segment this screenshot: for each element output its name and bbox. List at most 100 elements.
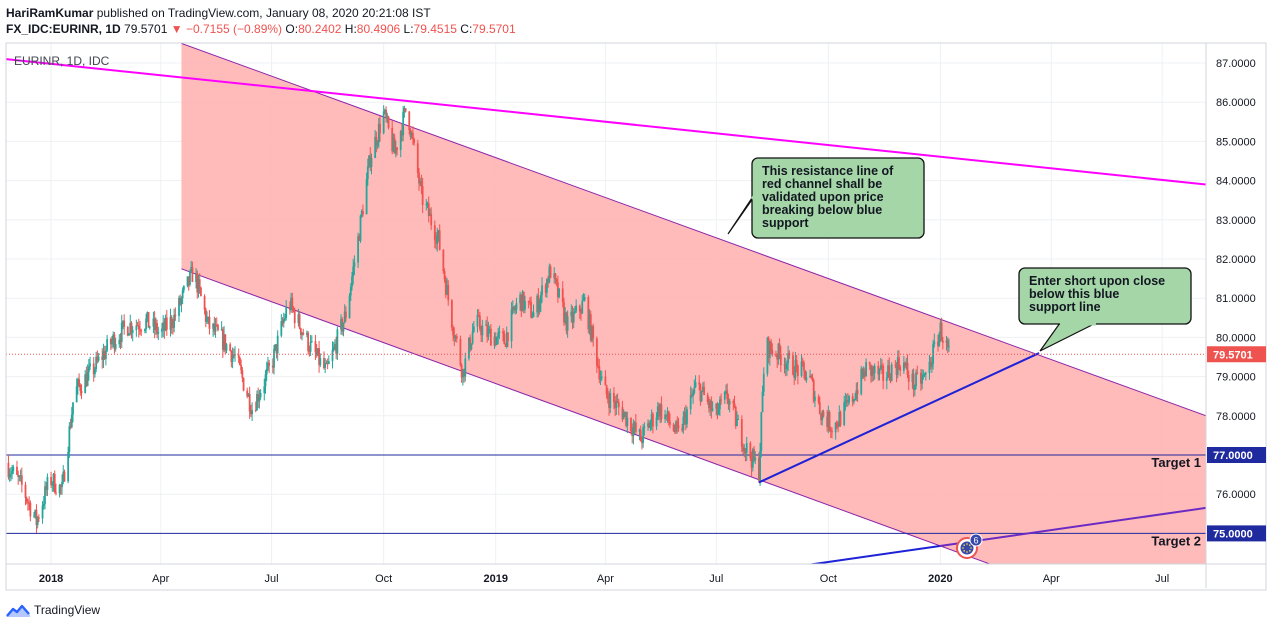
candle-body <box>643 426 646 428</box>
eu-flag-star <box>966 551 968 553</box>
y-tick-label: 80.0000 <box>1216 332 1256 344</box>
candle-body <box>344 311 347 319</box>
candle-body <box>92 363 95 375</box>
candle-body <box>856 390 859 395</box>
candle-body <box>203 296 206 310</box>
candle-body <box>817 396 820 403</box>
candle-body <box>868 362 871 365</box>
high-label: H: <box>344 22 357 36</box>
series-legend[interactable]: EURINR, 1D, IDC <box>14 54 110 68</box>
candle-body <box>829 430 832 432</box>
eu-flag-star <box>963 550 965 552</box>
blue-support-line[interactable] <box>758 352 1040 484</box>
candle-body <box>732 400 735 404</box>
callouts[interactable]: Target 1 Target 2 This resistance line ofr… <box>727 157 1201 548</box>
candle-body <box>578 305 581 312</box>
candle-body <box>541 285 543 296</box>
candle-body <box>793 374 796 378</box>
candle-body <box>309 341 312 352</box>
trend-lines[interactable] <box>6 58 1206 565</box>
candle-body <box>694 382 697 388</box>
candle-body <box>204 309 207 322</box>
channel-lower-line[interactable] <box>181 268 1206 628</box>
target-lines[interactable] <box>6 454 1206 534</box>
candle-body <box>946 340 949 347</box>
y-tick-label: 83.0000 <box>1216 215 1256 227</box>
candle-body <box>862 370 865 378</box>
candle-body <box>686 409 688 425</box>
y-tick-label: 85.0000 <box>1216 136 1256 148</box>
candle-body <box>561 288 564 303</box>
x-tick-label: 2020 <box>928 573 952 585</box>
candle-body <box>197 279 200 293</box>
candle-body <box>766 337 769 374</box>
candle-body <box>20 475 23 485</box>
candle-body <box>591 326 593 341</box>
event-count: 6 <box>973 536 978 546</box>
candle-body <box>599 378 602 380</box>
close-value: 79.5701 <box>472 22 516 36</box>
candle-body <box>519 294 522 304</box>
chart-frame <box>5 42 1267 591</box>
target-1-badge-bg <box>1207 447 1266 463</box>
candle-body <box>79 384 82 391</box>
candle-body <box>882 366 885 381</box>
candle-body <box>820 413 822 421</box>
last-price-badge: 79.5701 <box>1213 349 1253 361</box>
candle-body <box>259 393 262 398</box>
target-1-label[interactable]: Target 1 <box>1151 455 1201 470</box>
candle-body <box>324 363 327 369</box>
candle-body <box>258 397 261 402</box>
candle-body <box>366 166 369 180</box>
candle-body <box>581 301 584 314</box>
candle-body <box>404 108 407 112</box>
x-tick-label: Jul <box>1155 573 1169 585</box>
author-name[interactable]: HariRamKumar <box>6 6 94 20</box>
candle-body <box>489 328 492 346</box>
candle-body <box>726 390 729 400</box>
candle-body <box>391 127 394 152</box>
candle-body <box>181 290 184 299</box>
candle-body <box>939 322 942 335</box>
target-2-label[interactable]: Target 2 <box>1151 533 1201 548</box>
candle-body <box>200 287 202 297</box>
candle-body <box>231 354 234 362</box>
candle-body <box>809 375 811 378</box>
candle-body <box>513 306 515 310</box>
channel-upper-line[interactable] <box>181 43 1206 417</box>
candle-body <box>861 368 864 378</box>
candle-body <box>112 334 115 341</box>
candle-body <box>307 332 310 351</box>
candle-body <box>498 331 501 333</box>
candle-body <box>301 332 303 335</box>
purple-lower-line[interactable] <box>939 506 1206 547</box>
candle-body <box>658 406 660 417</box>
candle-body <box>161 328 163 332</box>
candle-body <box>180 298 183 305</box>
candle-body <box>725 390 727 392</box>
candle-body <box>331 349 334 362</box>
magenta-resistance-line[interactable] <box>6 58 1206 186</box>
y-tick-label: 87.0000 <box>1216 58 1256 70</box>
y-tick-label: 79.0000 <box>1216 372 1256 384</box>
candle-body <box>728 400 731 405</box>
candle-body <box>293 310 296 324</box>
candle-body <box>212 323 215 329</box>
candle-body <box>521 291 524 312</box>
candle-body <box>310 341 313 343</box>
event-badge[interactable]: 6 <box>956 533 983 559</box>
candle-body <box>217 325 219 331</box>
candle-body <box>930 364 933 367</box>
candle-body <box>136 325 139 327</box>
candle-body <box>554 273 557 280</box>
candle-body <box>336 329 339 354</box>
candle-body <box>572 312 575 323</box>
y-tick-label: 78.0000 <box>1216 411 1256 423</box>
candle-body <box>838 412 841 427</box>
candle-body <box>392 138 395 152</box>
red-channel[interactable] <box>181 43 1206 628</box>
blue-lower-line[interactable] <box>808 545 941 565</box>
